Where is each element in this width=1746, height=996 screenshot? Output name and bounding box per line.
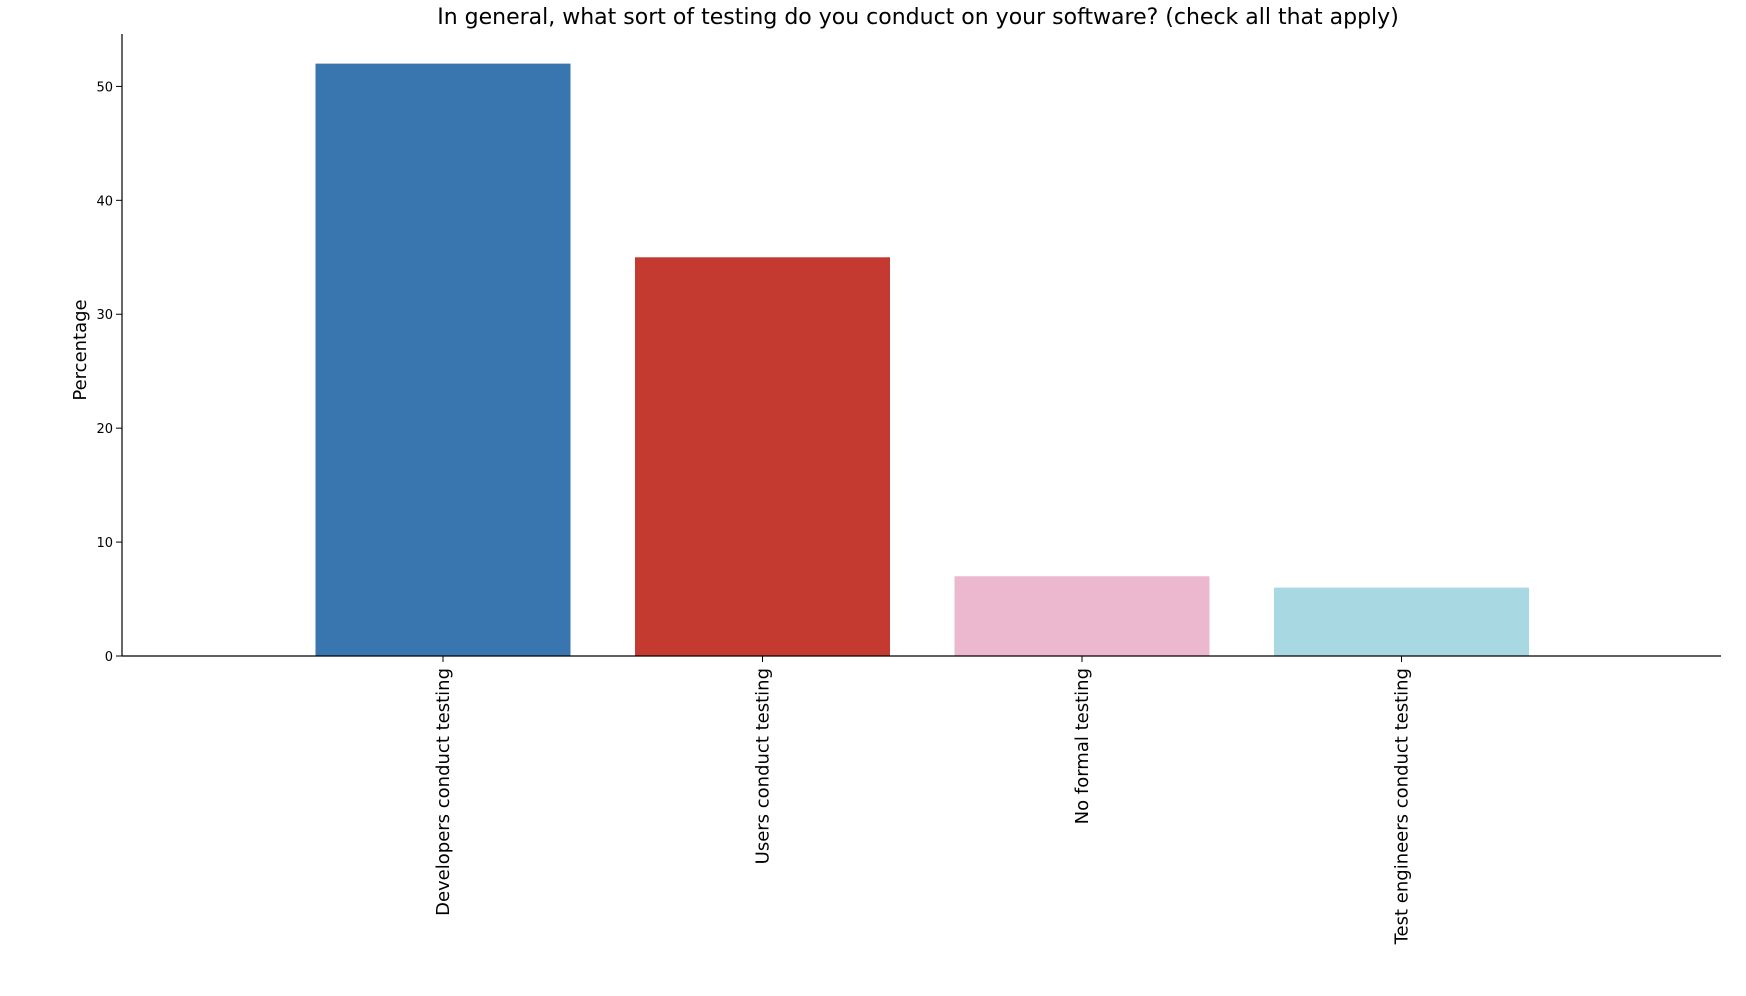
y-tick-label-20: 20: [96, 422, 113, 437]
y-tick-label-0: 0: [105, 650, 113, 665]
x-tick-label-1: Developers conduct testing: [433, 668, 454, 916]
x-tick-label-2: Users conduct testing: [753, 668, 774, 864]
bar-3: [954, 576, 1210, 656]
bar-1: [315, 63, 571, 657]
y-axis-label: Percentage: [70, 299, 91, 400]
x-tick-label-4: Test engineers conduct testing: [1392, 668, 1413, 945]
chart-title: In general, what sort of testing do you …: [437, 5, 1399, 30]
y-tick-label-40: 40: [96, 194, 113, 209]
y-tick-label-10: 10: [96, 536, 113, 551]
bar-2: [635, 257, 890, 656]
y-ticks-group: 0 10 20 30 40 50: [96, 80, 122, 665]
y-tick-label-30: 30: [96, 308, 113, 323]
bar-4: [1274, 587, 1529, 656]
x-tick-label-3: No formal testing: [1072, 668, 1093, 824]
x-ticks-group: Developers conduct testing Users conduct …: [433, 656, 1413, 945]
y-tick-label-50: 50: [96, 80, 113, 95]
bars-group: [315, 63, 1529, 657]
